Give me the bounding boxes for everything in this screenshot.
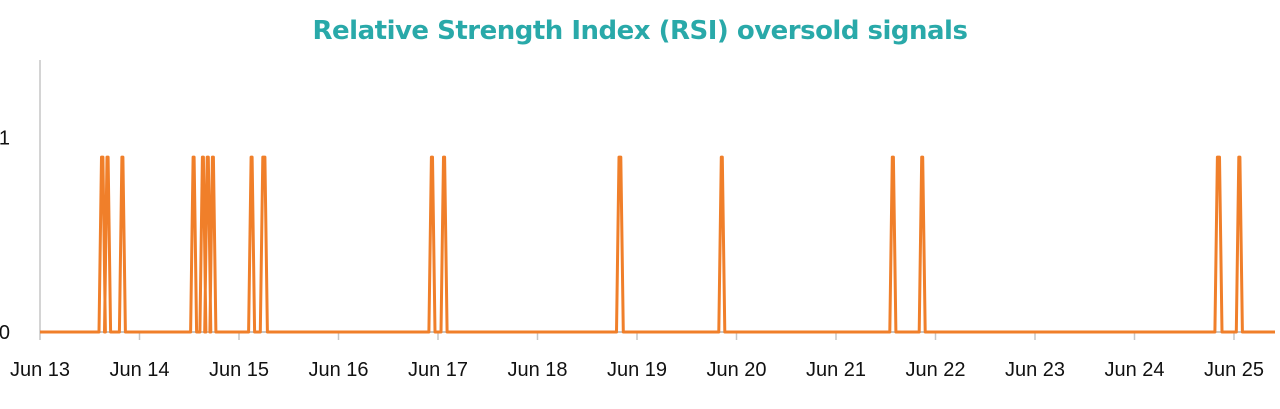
x-tick-label: Jun 20	[706, 359, 766, 381]
x-tick-label: Jun 25	[1204, 359, 1264, 381]
x-tick-label: Jun 18	[507, 359, 567, 381]
y-axis-labels: 01	[0, 128, 10, 344]
x-tick-label: Jun 22	[905, 359, 965, 381]
x-tick-label: Jun 14	[109, 359, 169, 381]
x-tick-label: Jun 23	[1005, 359, 1065, 381]
y-tick-label: 1	[0, 128, 10, 150]
rsi-signal-series-line	[40, 155, 1275, 334]
chart-title: Relative Strength Index (RSI) oversold s…	[312, 16, 968, 46]
x-tick-label: Jun 24	[1104, 359, 1164, 381]
x-tick-label: Jun 16	[308, 359, 368, 381]
x-axis-labels: Jun 13 Jun 14 Jun 15 Jun 16 Jun 17 Jun 18 Jun …	[10, 359, 1264, 381]
x-tick-label: Jun 13	[10, 359, 70, 381]
x-tick-label: Jun 21	[806, 359, 866, 381]
y-tick-label: 0	[0, 322, 10, 344]
x-tick-label: Jun 19	[607, 359, 667, 381]
x-tick-label: Jun 17	[408, 359, 468, 381]
x-tick-label: Jun 15	[209, 359, 269, 381]
